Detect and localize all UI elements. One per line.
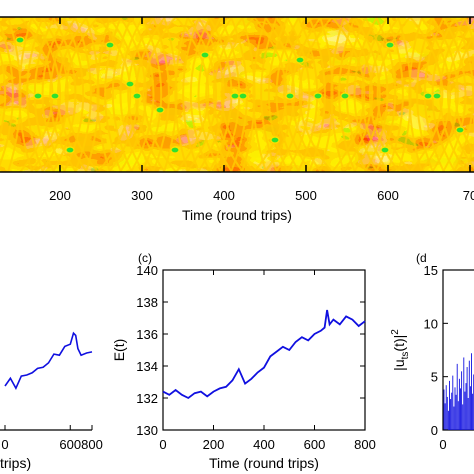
- chart-d-x-tick-label: 0: [439, 437, 446, 452]
- heatmap-hotspot: [432, 92, 442, 100]
- chart-d-y-tick-label: 0: [431, 423, 438, 438]
- heatmap-hotspot: [270, 136, 280, 144]
- heatmap-x-axis-title: Time (round trips): [182, 207, 292, 223]
- heatmap-hotspot: [423, 92, 433, 100]
- heatmap-x-tick-label: 500: [295, 188, 317, 203]
- chart-c-y-tick-label: 134: [136, 359, 158, 374]
- heatmap-hotspot: [105, 41, 115, 49]
- heatmap-hotspot: [65, 146, 75, 154]
- heatmap-x-tick-label: 400: [213, 188, 235, 203]
- chart-c-x-tick-label: 400: [253, 437, 275, 452]
- heatmap-hotspot: [285, 92, 295, 100]
- chart-d-y-tick-label: 10: [424, 316, 438, 331]
- chart-c-panel-label: (c): [138, 251, 152, 265]
- heatmap-panel: 200 300 400 500 600 70 Time (round trips): [0, 16, 474, 223]
- line-chart-b: 0 600 800 trips): [0, 331, 103, 471]
- heatmap-wave-pattern: [97, 17, 255, 172]
- heatmap-hotspot: [238, 92, 248, 100]
- chart-b-x-tick-label: 800: [81, 437, 103, 452]
- chart-c-x-tick-label: 0: [159, 437, 166, 452]
- heatmap-image: [0, 17, 474, 172]
- heatmap-hotspot: [125, 80, 135, 88]
- chart-c-plot-frame: [162, 269, 366, 431]
- heatmap-frame: [0, 16, 474, 173]
- heatmap-hotspot: [200, 51, 210, 59]
- chart-b-x-tick-label: 600: [59, 437, 81, 452]
- heatmap-hotspot: [340, 92, 350, 100]
- chart-c-y-axis-title: E(t): [111, 339, 127, 362]
- chart-d-y-tick-label: 15: [424, 263, 438, 278]
- heatmap-hotspot: [132, 92, 142, 100]
- chart-d-y-axis-title: |uts(t)|2: [390, 329, 411, 371]
- heatmap-x-tick-label: 300: [131, 188, 153, 203]
- heatmap-x-tick-label: 600: [377, 188, 399, 203]
- chart-b-x-axis-title: trips): [0, 455, 31, 471]
- chart-d-bars: [443, 353, 474, 430]
- heatmap-hotspot: [313, 92, 323, 100]
- heatmap-hotspot: [295, 56, 305, 64]
- chart-c-series-line: [162, 309, 366, 400]
- chart-c-x-axis-title: Time (round trips): [209, 455, 319, 471]
- heatmap-hotspot: [33, 92, 43, 100]
- chart-c-y-tick-label: 130: [136, 423, 158, 438]
- chart-d: (d 0 5 10 15 0 |uts(t)|2: [390, 251, 474, 452]
- heatmap-x-tick-label: 70: [463, 188, 474, 203]
- heatmap-hotspot: [15, 36, 25, 44]
- heatmap-hotspot: [155, 106, 165, 114]
- heatmap-wave-pattern: [409, 17, 474, 172]
- line-chart-c: (c) 0 200 400 600 800 130 132 134 136 138 140 E(t)…: [111, 251, 376, 471]
- chart-d-panel-label: (d: [416, 251, 427, 265]
- heatmap-hotspot: [50, 92, 60, 100]
- heatmap-wave-pattern: [0, 17, 99, 172]
- heatmap-hotspot: [380, 146, 390, 154]
- heatmap-hotspot: [385, 41, 395, 49]
- heatmap-x-tick-label: 200: [49, 188, 71, 203]
- chart-b-series-line: [4, 331, 93, 390]
- chart-b-x-tick-label: 0: [1, 437, 8, 452]
- heatmap-hotspot: [455, 126, 465, 134]
- heatmap-hotspot: [230, 92, 240, 100]
- chart-c-x-tick-label: 600: [304, 437, 326, 452]
- chart-c-y-tick-label: 140: [136, 263, 158, 278]
- chart-c-y-tick-label: 138: [136, 295, 158, 310]
- chart-d-y-tick-label: 5: [431, 370, 438, 385]
- chart-c-x-tick-label: 200: [203, 437, 225, 452]
- heatmap-hotspot: [170, 146, 180, 154]
- chart-c-x-tick-label: 800: [354, 437, 376, 452]
- chart-c-y-tick-label: 136: [136, 327, 158, 342]
- chart-c-y-tick-label: 132: [136, 391, 158, 406]
